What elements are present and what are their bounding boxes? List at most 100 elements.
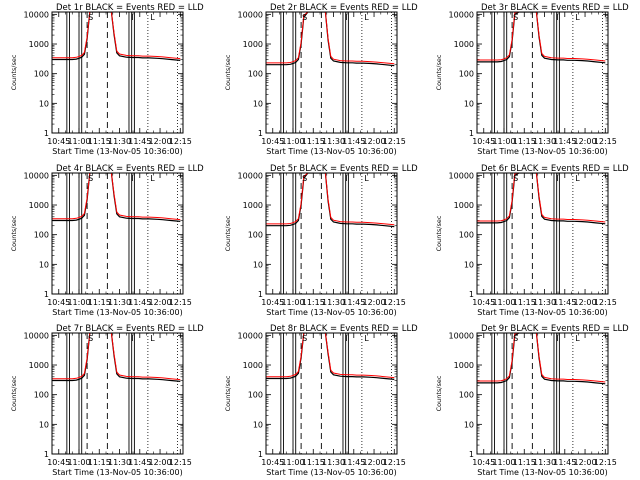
lld-series-line xyxy=(477,333,606,383)
y-tick-label: 1000 xyxy=(454,40,474,49)
y-tick-label: 100 xyxy=(248,391,263,400)
y-tick-label: 100 xyxy=(248,70,263,79)
event-marker-label: I xyxy=(556,13,558,22)
y-tick-label: 10000 xyxy=(24,331,49,340)
event-marker-label: L xyxy=(364,13,369,22)
event-marker-label: L xyxy=(150,13,155,22)
x-tick-label: 11:00 xyxy=(492,137,515,146)
y-tick-label: 10 xyxy=(253,260,263,269)
x-tick-label: 12:15 xyxy=(383,298,406,307)
x-axis-label: Start Time (13-Nov-05 10:36:00) xyxy=(477,308,607,317)
y-tick-label: 100 xyxy=(34,231,49,240)
event-marker-label: I xyxy=(345,334,347,343)
x-tick-label: 11:45 xyxy=(128,137,151,146)
event-marker-label: L xyxy=(575,174,580,183)
events-series-line xyxy=(477,173,606,225)
detector-panel: Det 3r BLACK = Events RED = LLD Counts/se… xyxy=(435,3,629,156)
x-tick-label: 12:15 xyxy=(594,458,617,467)
y-tick-label: 1 xyxy=(258,450,263,459)
y-tick-label: 1000 xyxy=(243,361,263,370)
x-tick-label: 10:45 xyxy=(47,298,70,307)
event-marker-label: S xyxy=(513,13,518,22)
x-tick-label: 11:30 xyxy=(322,298,345,307)
lld-series-line xyxy=(266,333,395,379)
x-tick-label: 10:45 xyxy=(261,298,284,307)
event-marker-label: L xyxy=(150,334,155,343)
y-tick-label: 10000 xyxy=(449,331,474,340)
y-tick-label: 10 xyxy=(253,420,263,429)
x-tick-label: 11:45 xyxy=(342,298,365,307)
x-tick-label: 12:00 xyxy=(574,458,597,467)
y-tick-label: 10000 xyxy=(238,10,263,19)
x-tick-label: 10:45 xyxy=(47,137,70,146)
plot-frame xyxy=(476,332,609,455)
x-tick-label: 11:45 xyxy=(342,458,365,467)
event-marker-label: S xyxy=(88,174,93,183)
events-series-line xyxy=(52,12,181,61)
panel-title: Det 9r BLACK = Events RED = LLD xyxy=(481,324,629,334)
event-marker-label: S xyxy=(302,334,307,343)
x-tick-label: 11:00 xyxy=(67,137,90,146)
x-tick-label: 11:30 xyxy=(322,458,345,467)
lld-series-line xyxy=(477,12,606,62)
panel-title: Det 4r BLACK = Events RED = LLD xyxy=(56,164,204,174)
panel-title: Det 6r BLACK = Events RED = LLD xyxy=(481,164,629,174)
x-tick-label: 12:00 xyxy=(149,298,172,307)
x-tick-label: 12:00 xyxy=(574,137,597,146)
x-tick-label: 12:00 xyxy=(149,458,172,467)
y-tick-label: 10000 xyxy=(24,10,49,19)
y-tick-label: 1000 xyxy=(243,201,263,210)
y-tick-label: 1 xyxy=(44,450,49,459)
y-tick-label: 1 xyxy=(469,129,474,138)
y-axis-label: Counts/sec xyxy=(10,375,18,411)
x-axis-label: Start Time (13-Nov-05 10:36:00) xyxy=(52,308,182,317)
x-tick-label: 11:15 xyxy=(88,137,111,146)
y-tick-label: 10 xyxy=(253,99,263,108)
y-tick-label: 1000 xyxy=(29,361,49,370)
detector-panel: Det 9r BLACK = Events RED = LLD Counts/se… xyxy=(435,324,629,477)
x-tick-label: 12:15 xyxy=(383,137,406,146)
x-tick-label: 10:45 xyxy=(472,458,495,467)
y-tick-label: 10000 xyxy=(449,171,474,180)
events-series-line xyxy=(266,12,395,67)
x-tick-label: 11:45 xyxy=(128,458,151,467)
y-tick-label: 10 xyxy=(464,420,474,429)
y-axis-label: Counts/sec xyxy=(224,54,232,90)
x-tick-label: 12:00 xyxy=(149,137,172,146)
y-tick-label: 1000 xyxy=(29,40,49,49)
events-series-line xyxy=(52,333,181,382)
events-series-line xyxy=(266,173,395,228)
event-marker-label: L xyxy=(575,334,580,343)
y-tick-label: 1 xyxy=(258,129,263,138)
x-tick-label: 12:15 xyxy=(383,458,406,467)
x-axis-label: Start Time (13-Nov-05 10:36:00) xyxy=(477,468,607,477)
x-tick-label: 11:30 xyxy=(533,137,556,146)
x-tick-label: 11:00 xyxy=(492,458,515,467)
x-tick-label: 11:15 xyxy=(88,298,111,307)
x-tick-label: 11:30 xyxy=(533,298,556,307)
x-tick-label: 12:15 xyxy=(169,137,192,146)
y-axis-label: Counts/sec xyxy=(435,54,443,90)
panel-title: Det 7r BLACK = Events RED = LLD xyxy=(56,324,204,334)
x-tick-label: 11:15 xyxy=(513,298,536,307)
detector-panel: Det 6r BLACK = Events RED = LLD Counts/se… xyxy=(435,164,629,317)
y-tick-label: 100 xyxy=(34,391,49,400)
x-axis-label: Start Time (13-Nov-05 10:36:00) xyxy=(266,308,396,317)
y-tick-label: 1000 xyxy=(454,361,474,370)
x-axis-label: Start Time (13-Nov-05 10:36:00) xyxy=(52,468,182,477)
y-tick-label: 1000 xyxy=(454,201,474,210)
x-tick-label: 11:15 xyxy=(302,458,325,467)
x-tick-label: 11:45 xyxy=(342,137,365,146)
y-tick-label: 1 xyxy=(258,290,263,299)
x-tick-label: 10:45 xyxy=(261,137,284,146)
events-series-line xyxy=(477,333,606,385)
y-tick-label: 10000 xyxy=(238,171,263,180)
panel-title: Det 8r BLACK = Events RED = LLD xyxy=(270,324,418,334)
panel-title: Det 1r BLACK = Events RED = LLD xyxy=(56,3,204,13)
event-marker-label: S xyxy=(302,174,307,183)
y-axis-label: Counts/sec xyxy=(435,375,443,411)
x-tick-label: 11:45 xyxy=(128,298,151,307)
event-marker-label: S xyxy=(513,334,518,343)
detector-panel: Det 1r BLACK = Events RED = LLD Counts/se… xyxy=(10,3,204,156)
